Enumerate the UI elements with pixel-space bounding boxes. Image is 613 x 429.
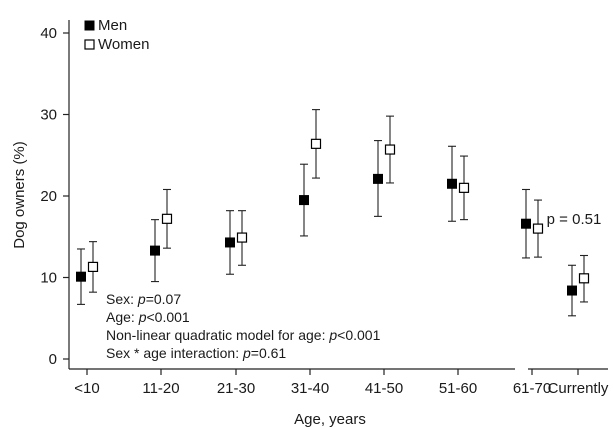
legend: Men Women	[84, 17, 149, 53]
x-tick-label-0: <10	[74, 380, 99, 397]
x-axis-label: Age, years	[294, 411, 366, 428]
stats-annotation: Sex: p=0.07 Age: p<0.001 Non-linear quadra…	[106, 291, 381, 361]
y-tick-label-4: 40	[40, 25, 57, 42]
y-tick-label-3: 30	[40, 107, 57, 124]
legend-label-women: Women	[98, 36, 149, 53]
men-1-point	[150, 245, 160, 256]
stats-line-1: Age: p<0.001	[106, 309, 190, 325]
women-1-point	[161, 213, 173, 224]
x-tick-label-current: Currently	[548, 380, 609, 397]
men-4-point	[373, 173, 383, 184]
men-0-point	[76, 271, 86, 282]
legend-item-women: Women	[84, 36, 149, 53]
men-6-point	[521, 218, 531, 229]
women-4-point	[384, 144, 396, 155]
current-p-value: p = 0.51	[547, 211, 602, 228]
women-3-point	[310, 138, 322, 149]
men-current-point	[567, 285, 577, 296]
women-5-point	[458, 182, 470, 193]
x-tick-label-3: 31-40	[291, 380, 329, 397]
stats-line-3: Sex * age interaction: p=0.61	[106, 345, 286, 361]
x-tick-label-4: 41-50	[365, 380, 403, 397]
y-tick-label-1: 10	[40, 270, 57, 287]
y-tick-label-2: 20	[40, 188, 57, 205]
legend-label-men: Men	[98, 17, 127, 34]
men-5-point	[447, 178, 457, 189]
legend-item-men: Men	[84, 17, 127, 34]
x-tick-label-2: 21-30	[217, 380, 255, 397]
legend-marker-men	[84, 20, 95, 31]
y-tick-label-0: 0	[49, 351, 57, 368]
women-2-point	[236, 232, 248, 243]
data-marks	[76, 109, 590, 317]
men-3-point	[299, 195, 309, 206]
legend-marker-women	[84, 39, 95, 50]
women-6-point	[532, 223, 544, 234]
men-2-point	[225, 237, 235, 248]
x-axis: <10 11-20 21-30 31-40 41-50 51-60 61-70Current…	[69, 368, 609, 397]
x-tick-label-5: 51-60	[439, 380, 477, 397]
stats-line-2: Non-linear quadratic model for age: p<0.…	[106, 327, 381, 343]
women-current-point	[578, 273, 590, 284]
women-0-point	[87, 261, 99, 273]
y-axis-label: Dog owners (%)	[11, 141, 28, 249]
y-axis: 0 10 20 30 40	[40, 20, 70, 369]
x-tick-label-1: 11-20	[142, 380, 179, 397]
stats-line-0: Sex: p=0.07	[106, 291, 181, 307]
x-tick-label-6: 61-70	[513, 380, 551, 397]
